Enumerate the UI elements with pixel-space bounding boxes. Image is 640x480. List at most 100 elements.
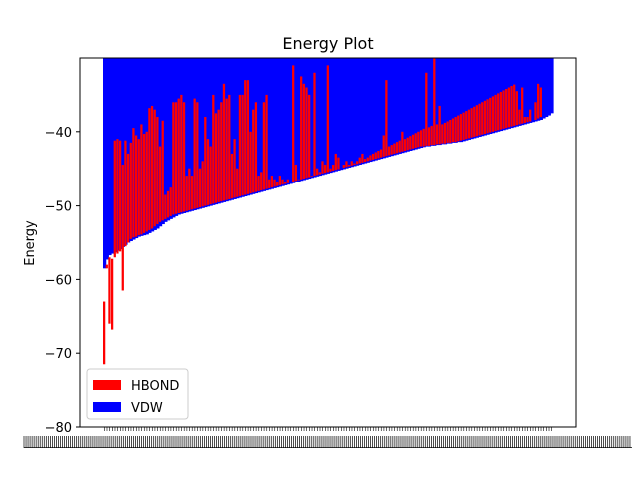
bar-hbond <box>308 94 311 178</box>
y-tick-label: −40 <box>45 126 72 141</box>
bar-hbond <box>406 137 409 151</box>
bar-hbond <box>510 86 513 127</box>
bar-hbond <box>294 165 297 182</box>
bar-hbond <box>526 117 529 123</box>
bar-hbond <box>459 114 463 141</box>
bar-hbond <box>494 94 497 132</box>
bar-vdw <box>518 58 522 126</box>
bar-hbond <box>164 194 167 219</box>
bar-hbond <box>254 102 258 192</box>
bar-hbond <box>427 127 431 146</box>
bar-hbond <box>507 87 510 128</box>
bar-hbond <box>318 172 321 175</box>
bar-hbond <box>257 176 260 191</box>
bar-hbond <box>355 161 359 165</box>
bar-hbond <box>103 301 106 365</box>
bar-hbond <box>347 165 351 167</box>
bar-hbond <box>478 103 481 136</box>
bar-hbond <box>158 146 162 222</box>
legend-label-hbond: HBOND <box>131 379 179 394</box>
bar-hbond <box>497 93 500 131</box>
bar-vdw <box>363 58 368 164</box>
bar-hbond <box>387 146 391 156</box>
bar-hbond <box>153 109 156 227</box>
bar-hbond <box>241 94 244 196</box>
bar-hbond <box>518 109 521 125</box>
bar-hbond <box>212 94 215 204</box>
bar-hbond <box>276 181 279 186</box>
bar-hbond <box>505 89 508 129</box>
bar-hbond <box>182 102 186 212</box>
bar-hbond <box>169 187 172 216</box>
bar-vdw <box>478 58 482 137</box>
bar-hbond <box>284 181 287 184</box>
bar-hbond <box>419 130 423 147</box>
bar-vdw <box>289 58 293 184</box>
bar-hbond <box>481 102 484 135</box>
bar-hbond <box>174 102 178 214</box>
bar-hbond <box>121 165 124 291</box>
bar-vdw <box>329 58 333 174</box>
axes-frame <box>79 57 577 428</box>
bar-vdw <box>379 58 384 160</box>
bar-vdw <box>438 58 442 146</box>
bar-hbond <box>252 109 255 193</box>
bar-hbond <box>382 135 385 157</box>
bar-hbond <box>209 146 212 205</box>
bar-hbond <box>473 106 476 137</box>
bar-vdw <box>531 58 535 123</box>
bar-vdw <box>427 58 432 147</box>
bar-hbond <box>270 176 274 188</box>
bar-vdw <box>105 58 109 260</box>
bar-vdw <box>198 58 203 209</box>
bar-hbond <box>390 145 393 155</box>
bar-vdw <box>374 58 378 161</box>
bar-vdw <box>534 58 538 122</box>
bar-vdw <box>382 58 386 159</box>
bar-vdw <box>390 58 394 157</box>
bar-hbond <box>236 168 239 197</box>
bar-vdw <box>417 58 421 149</box>
bar-hbond <box>286 179 289 183</box>
bar-hbond <box>342 165 345 168</box>
bar-hbond <box>281 179 284 185</box>
bar-vdw <box>483 58 488 136</box>
bar-hbond <box>513 84 516 126</box>
bar-hbond <box>300 76 303 180</box>
bar-hbond <box>172 102 175 215</box>
bar-vdw <box>350 58 354 168</box>
bar-hbond <box>246 80 250 194</box>
bar-hbond <box>188 168 191 211</box>
bar-hbond <box>273 179 276 187</box>
bar-vdw <box>422 58 426 148</box>
bar-hbond <box>108 257 111 324</box>
bar-hbond <box>230 153 234 199</box>
bar-vdw <box>185 58 189 213</box>
y-tick-label: −70 <box>45 347 72 362</box>
bar-hbond <box>262 102 266 190</box>
bar-hbond <box>201 161 204 207</box>
bar-vdw <box>331 58 336 173</box>
bar-hbond <box>132 128 135 238</box>
bar-vdw <box>158 58 163 227</box>
bar-hbond <box>422 128 425 147</box>
bar-vdw <box>398 58 402 154</box>
bar-vdw <box>369 58 373 163</box>
bar-hbond <box>331 165 335 171</box>
bar-vdw <box>121 58 125 247</box>
bar-hbond <box>369 155 372 161</box>
bar-vdw <box>188 58 192 212</box>
bar-vdw <box>268 58 272 190</box>
bar-hbond <box>337 157 340 170</box>
bar-vdw <box>470 58 474 140</box>
bar-hbond <box>148 108 151 230</box>
y-axis-ticks: −80 −70 −60 −50 −40 <box>45 126 80 436</box>
bar-hbond <box>521 87 524 124</box>
bar-vdw <box>419 58 424 149</box>
bar-hbond <box>523 117 526 123</box>
bar-vdw <box>395 58 400 155</box>
bar-vdw <box>371 58 376 162</box>
bar-hbond <box>499 91 503 130</box>
bar-hbond <box>366 157 369 162</box>
bar-hbond <box>220 102 223 202</box>
